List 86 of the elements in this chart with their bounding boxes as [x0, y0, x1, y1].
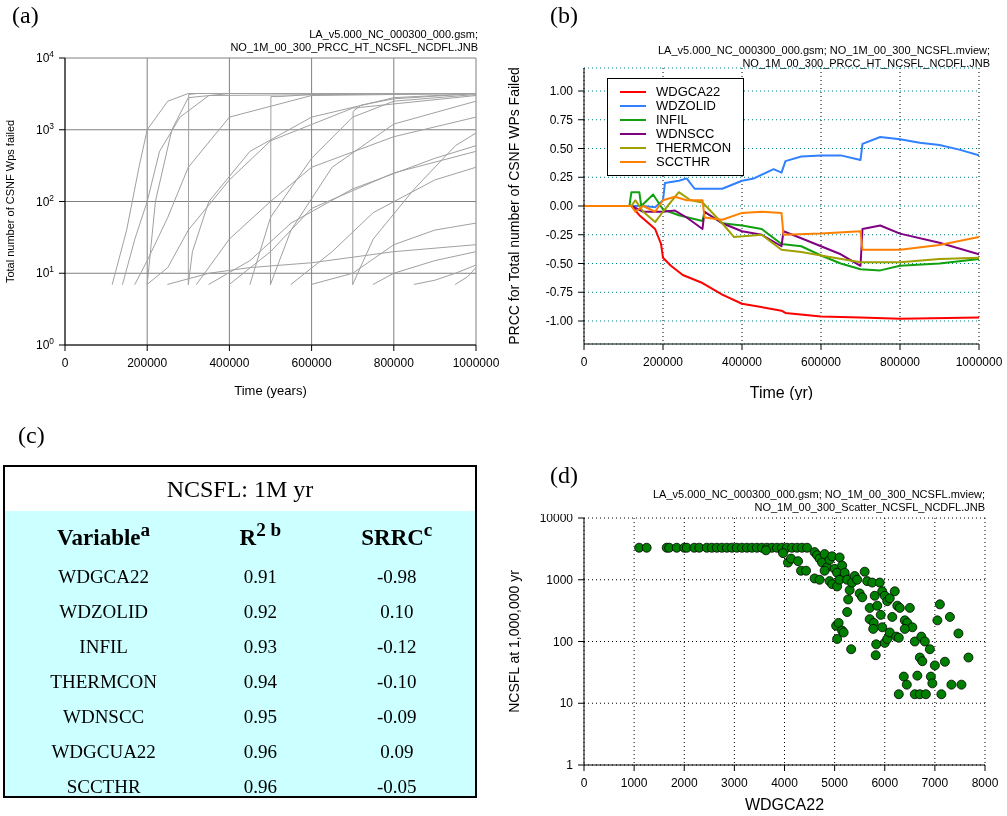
data-label: 0.93: [242, 635, 279, 658]
x-tick-label: 400000: [721, 355, 763, 369]
data-label: 0.92: [242, 600, 279, 623]
text: LA_v5.000_NC_000300_000.gsm; NO_1M_00_300_NCSFL.mview;: [652, 488, 985, 500]
legend-label: WDNSCC: [656, 126, 715, 141]
y-tick-label: 0.25: [549, 170, 574, 185]
x-tick-label: 200000: [642, 355, 684, 369]
x-axis-title: Time (years): [234, 383, 307, 398]
data-label: 0.96: [242, 740, 279, 763]
x-tick-label: 1000: [620, 776, 648, 790]
y-tick-label: 1000: [546, 572, 574, 587]
category-label: INFIL: [78, 635, 129, 658]
data-label: 0.10: [379, 600, 415, 623]
data-label: 0.94: [242, 670, 279, 693]
text: LA_v5.000_NC_000300_000.gsm; NO_1M_00_300_NCSFL.mview;: [657, 44, 990, 56]
x-tick-label: 2000: [670, 776, 698, 790]
data-label: 0.96: [242, 775, 279, 798]
y-axis-title: PRCC for Total number of CSNF WPs Failed: [505, 67, 522, 345]
y-tick-label: 10: [559, 696, 574, 711]
x-axis-title: WDGCA22: [744, 796, 825, 813]
legend-label: INFIL: [656, 112, 688, 127]
y-tick-label: 0.00: [549, 199, 574, 214]
x-tick-label: 3000: [721, 776, 749, 790]
x-tick-label: 4000: [771, 776, 799, 790]
legend-label: WDGCA22: [656, 84, 721, 99]
y-tick-label: 0.75: [549, 112, 574, 127]
data-label: -0.05: [376, 775, 418, 798]
data-label: -0.09: [376, 705, 418, 728]
text: NO_1M_00_300_Scatter_NCSFL_NCDFL.JNB: [754, 501, 985, 513]
chart-title: (d): [550, 462, 578, 488]
x-tick-label: 5000: [821, 776, 849, 790]
legend-label: SCCTHR: [656, 154, 711, 169]
category-label: SCCTHR: [65, 775, 142, 798]
chart-title: (a): [12, 2, 39, 28]
x-tick-label: 800000: [879, 355, 921, 369]
y-tick-label: -0.75: [545, 285, 574, 300]
x-tick-label: 0: [61, 356, 69, 370]
x-tick-label: 600000: [291, 356, 332, 370]
data-label: -0.12: [376, 635, 418, 658]
x-tick-label: 1000000: [955, 355, 1003, 369]
data-label: -0.98: [376, 565, 418, 588]
x-tick-label: 0: [580, 776, 588, 790]
y-tick-label: 10$^{2}$: [35, 192, 55, 209]
chart-title: (b): [550, 2, 578, 28]
y-tick-label: 10$^{4}$: [35, 49, 55, 66]
y-tick-label: 10$^{1}$: [35, 264, 55, 281]
text: Variable$^{a}$: [57, 519, 151, 550]
category-label: WDGCUA22: [50, 740, 157, 763]
x-tick-label: 1000000: [452, 356, 500, 370]
category-label: WDZOLID: [58, 600, 149, 623]
x-tick-label: 6000: [871, 776, 899, 790]
data-label: 0.09: [379, 740, 415, 763]
y-tick-label: 100: [552, 634, 574, 649]
x-tick-label: 0: [580, 355, 588, 369]
y-tick-label: 1: [566, 758, 574, 773]
data-label: -0.10: [376, 670, 418, 693]
y-tick-label: -0.25: [545, 227, 574, 242]
x-tick-label: 7000: [921, 776, 949, 790]
text: LA_v5.000_NC_000300_000.gsm;: [309, 28, 478, 40]
category-label: WDGCA22: [57, 565, 150, 588]
text: SRRC$^{c}$: [361, 519, 433, 550]
category-label: THERMCON: [49, 670, 158, 693]
y-tick-label: -1.00: [545, 314, 574, 329]
data-label: 0.91: [242, 565, 279, 588]
x-tick-label: 600000: [800, 355, 842, 369]
x-tick-label: 400000: [209, 356, 250, 370]
y-tick-label: -0.50: [545, 256, 574, 271]
legend-label: WDZOLID: [656, 98, 716, 113]
x-tick-label: 8000: [971, 776, 999, 790]
y-tick-label: 10$^{0}$: [35, 336, 55, 353]
y-tick-label: 1.00: [549, 84, 574, 99]
text: NCSFL: 1M yr: [166, 476, 314, 502]
annotation: NO_1M_00_300_PRCC_HT_NCSFL_NCDFL.JNB: [742, 57, 990, 69]
x-tick-label: 800000: [373, 356, 415, 370]
y-tick-label: 10000: [539, 511, 574, 526]
y-tick-label: 10$^{3}$: [35, 120, 55, 137]
data-label: 0.95: [242, 705, 279, 728]
y-axis-title: Total number of CSNF Wps failed: [3, 119, 16, 284]
y-axis-title: NCSFL at 1,000,000 yr: [505, 569, 522, 713]
text: NO_1M_00_300_PRCC_HT_NCSFL_NCDFL.JNB: [230, 41, 478, 53]
category-label: WDNSCC: [62, 705, 146, 728]
legend-label: THERMCON: [656, 140, 732, 155]
y-tick-label: 0.50: [549, 141, 574, 156]
x-tick-label: 200000: [127, 356, 168, 370]
text: (c): [18, 422, 45, 448]
series-label: R$^{2 b}$: [239, 519, 282, 550]
